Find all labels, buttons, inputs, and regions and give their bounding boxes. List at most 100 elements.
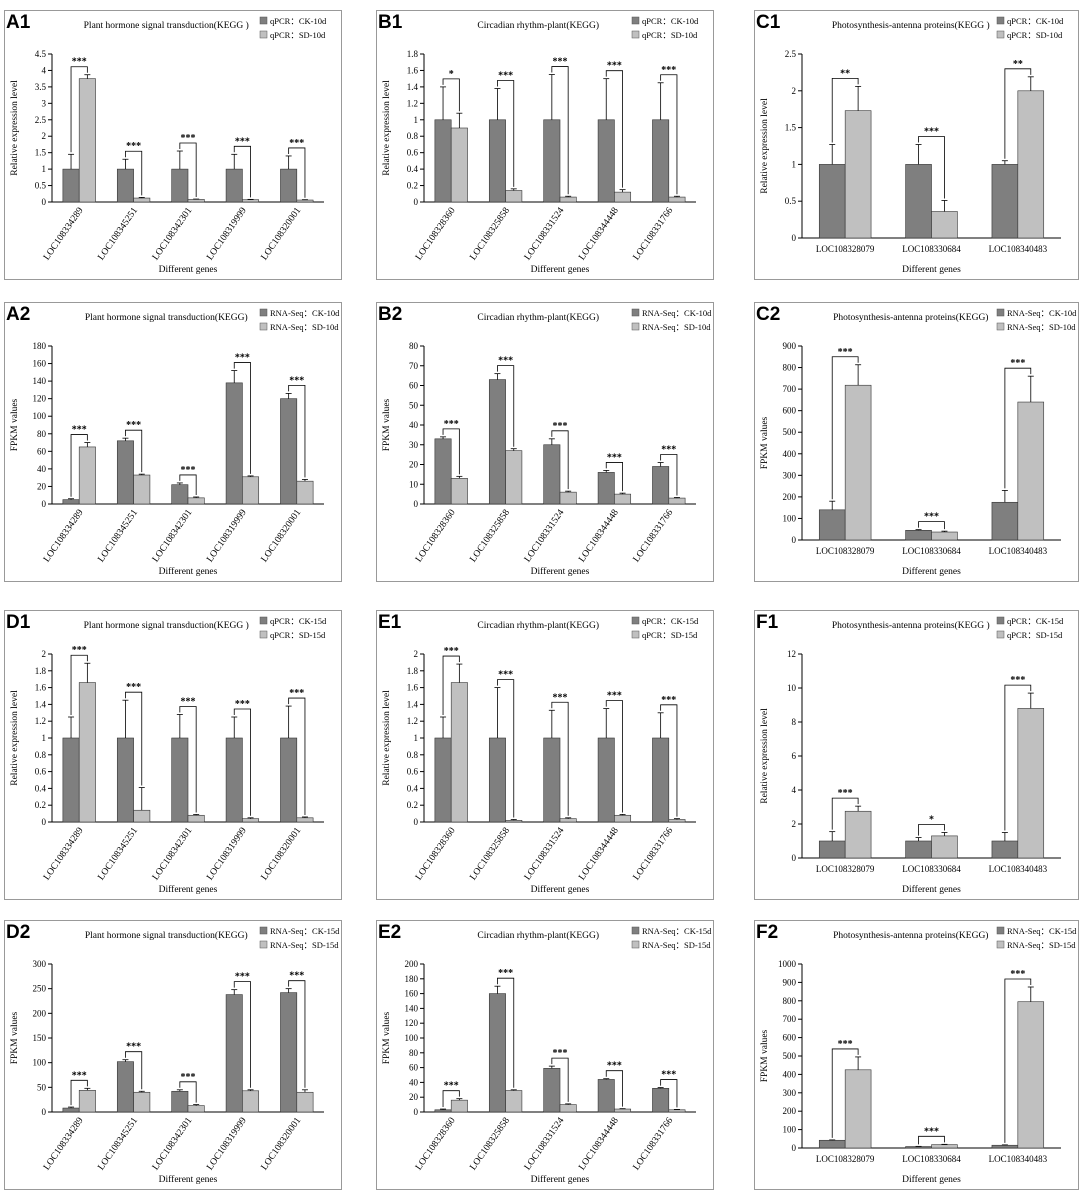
legend-entry: RNA-Seq：SD-10d: [642, 322, 711, 332]
x-axis-label: Different genes: [902, 1174, 961, 1185]
bar: [559, 818, 577, 823]
y-tick-label: 1: [414, 115, 419, 125]
chart-title: Circadian rhythm-plant(KEGG): [477, 930, 599, 941]
x-tick-label: LOC108330684: [902, 1154, 961, 1164]
panel-C1: Photosynthesis-antenna proteins(KEGG ) qP…: [754, 10, 1079, 280]
bar: [450, 127, 468, 203]
y-tick-label: 2.5: [785, 49, 797, 59]
legend-swatch: [259, 308, 268, 317]
bar: [242, 1090, 260, 1113]
y-tick-label: 250: [33, 984, 47, 994]
chart-F1: Photosynthesis-antenna proteins(KEGG ) qP…: [754, 610, 1079, 900]
x-axis-label: Different genes: [902, 264, 961, 275]
bar: [543, 119, 561, 203]
y-tick-label: 80: [409, 341, 419, 351]
legend-swatch: [996, 16, 1005, 25]
legend-swatch: [631, 940, 640, 949]
y-tick-label: 60: [409, 1063, 419, 1073]
bar: [116, 737, 134, 823]
significance-bracket: [70, 1079, 88, 1106]
x-axis-label: Different genes: [902, 884, 961, 895]
y-tick-label: 2: [414, 649, 419, 659]
bar: [434, 1109, 452, 1113]
significance-bracket: [179, 1081, 197, 1103]
y-tick-label: 1.5: [785, 123, 797, 133]
significance-label: ***: [181, 133, 196, 144]
bar: [450, 478, 468, 505]
x-axis-label: Different genes: [531, 884, 590, 895]
y-tick-label: 0.5: [785, 196, 797, 206]
legend-entry: qPCR：CK-10d: [270, 16, 327, 26]
significance-label: ***: [235, 136, 250, 147]
significance-bracket: [497, 977, 515, 1088]
bar: [1017, 1001, 1045, 1149]
bar: [242, 199, 260, 203]
y-axis-label: FPKM values: [382, 398, 392, 451]
legend-entry: qPCR：SD-10d: [270, 30, 326, 40]
y-tick-label: 1.4: [407, 699, 419, 709]
y-tick-label: 1.5: [35, 148, 47, 158]
chart-title: Photosynthesis-antenna proteins(KEGG): [833, 312, 988, 323]
y-tick-label: 150: [33, 1033, 47, 1043]
legend-entry: RNA-Seq：CK-15d: [1007, 926, 1077, 936]
chart-C2: Photosynthesis-antenna proteins(KEGG) RNA…: [754, 302, 1079, 582]
bar: [78, 1089, 96, 1113]
significance-bracket: [288, 697, 306, 815]
y-tick-label: 40: [409, 1077, 419, 1087]
significance-label: ***: [72, 645, 87, 656]
y-axis-label: FPKM values: [760, 1029, 770, 1082]
significance-label: ***: [181, 1072, 196, 1083]
significance-label: ***: [289, 138, 304, 149]
y-tick-label: 160: [405, 989, 419, 999]
significance-bracket: [551, 430, 569, 490]
legend-entry: qPCR：SD-15d: [642, 630, 698, 640]
significance-bracket: [831, 77, 859, 143]
y-tick-label: 0.5: [35, 181, 47, 191]
chart-B1: Circadian rhythm-plant(KEGG) qPCR：CK-10d q…: [376, 10, 714, 280]
chart-A1: Plant hormone signal transduction(KEGG )…: [4, 10, 342, 280]
bar: [652, 1088, 670, 1113]
y-tick-label: 0.4: [35, 783, 47, 793]
chart-title: Plant hormone signal transduction(KEGG ): [84, 20, 249, 31]
bar: [905, 840, 932, 859]
y-tick-label: 300: [33, 959, 47, 969]
bar: [171, 1090, 189, 1113]
y-tick-label: 200: [783, 492, 797, 502]
bar: [116, 1061, 134, 1113]
y-tick-label: 200: [33, 1008, 47, 1018]
bar: [559, 491, 577, 505]
legend-entry: RNA-Seq：CK-10d: [642, 308, 712, 318]
y-tick-label: 12: [787, 649, 796, 659]
legend-entry: RNA-Seq：SD-15d: [642, 940, 711, 950]
bar: [818, 840, 846, 859]
x-axis-label: Different genes: [159, 566, 218, 577]
y-tick-label: 3.5: [35, 82, 47, 92]
chart-D1: Plant hormone signal transduction(KEGG )…: [4, 610, 342, 900]
legend-swatch: [996, 630, 1005, 639]
chart-E2: Circadian rhythm-plant(KEGG) RNA-Seq：CK-1…: [376, 920, 714, 1190]
y-tick-label: 80: [37, 429, 47, 439]
y-tick-label: 1.2: [407, 98, 418, 108]
y-tick-label: 2: [42, 649, 47, 659]
x-axis-label: Different genes: [531, 1174, 590, 1185]
legend-swatch: [996, 926, 1005, 935]
y-tick-label: 600: [783, 406, 797, 416]
bar: [296, 199, 314, 203]
y-tick-label: 0: [42, 197, 47, 207]
bar: [652, 466, 670, 505]
bar: [991, 1144, 1019, 1149]
panel-label: E2: [378, 922, 402, 943]
x-axis-label: Different genes: [159, 884, 218, 895]
bar: [488, 379, 506, 505]
significance-label: ***: [444, 646, 459, 657]
y-axis-label: FPKM values: [760, 416, 770, 469]
y-tick-label: 4: [42, 65, 47, 75]
chart-E1: Circadian rhythm-plant(KEGG) qPCR：CK-15d q…: [376, 610, 714, 900]
bar: [434, 737, 452, 823]
y-axis-label: Relative expression level: [760, 98, 770, 194]
significance-label: ***: [924, 1126, 939, 1137]
significance-label: ***: [498, 670, 513, 681]
y-tick-label: 0.2: [407, 181, 418, 191]
legend-entry: RNA-Seq：SD-15d: [270, 940, 339, 950]
y-tick-label: 1: [42, 733, 47, 743]
